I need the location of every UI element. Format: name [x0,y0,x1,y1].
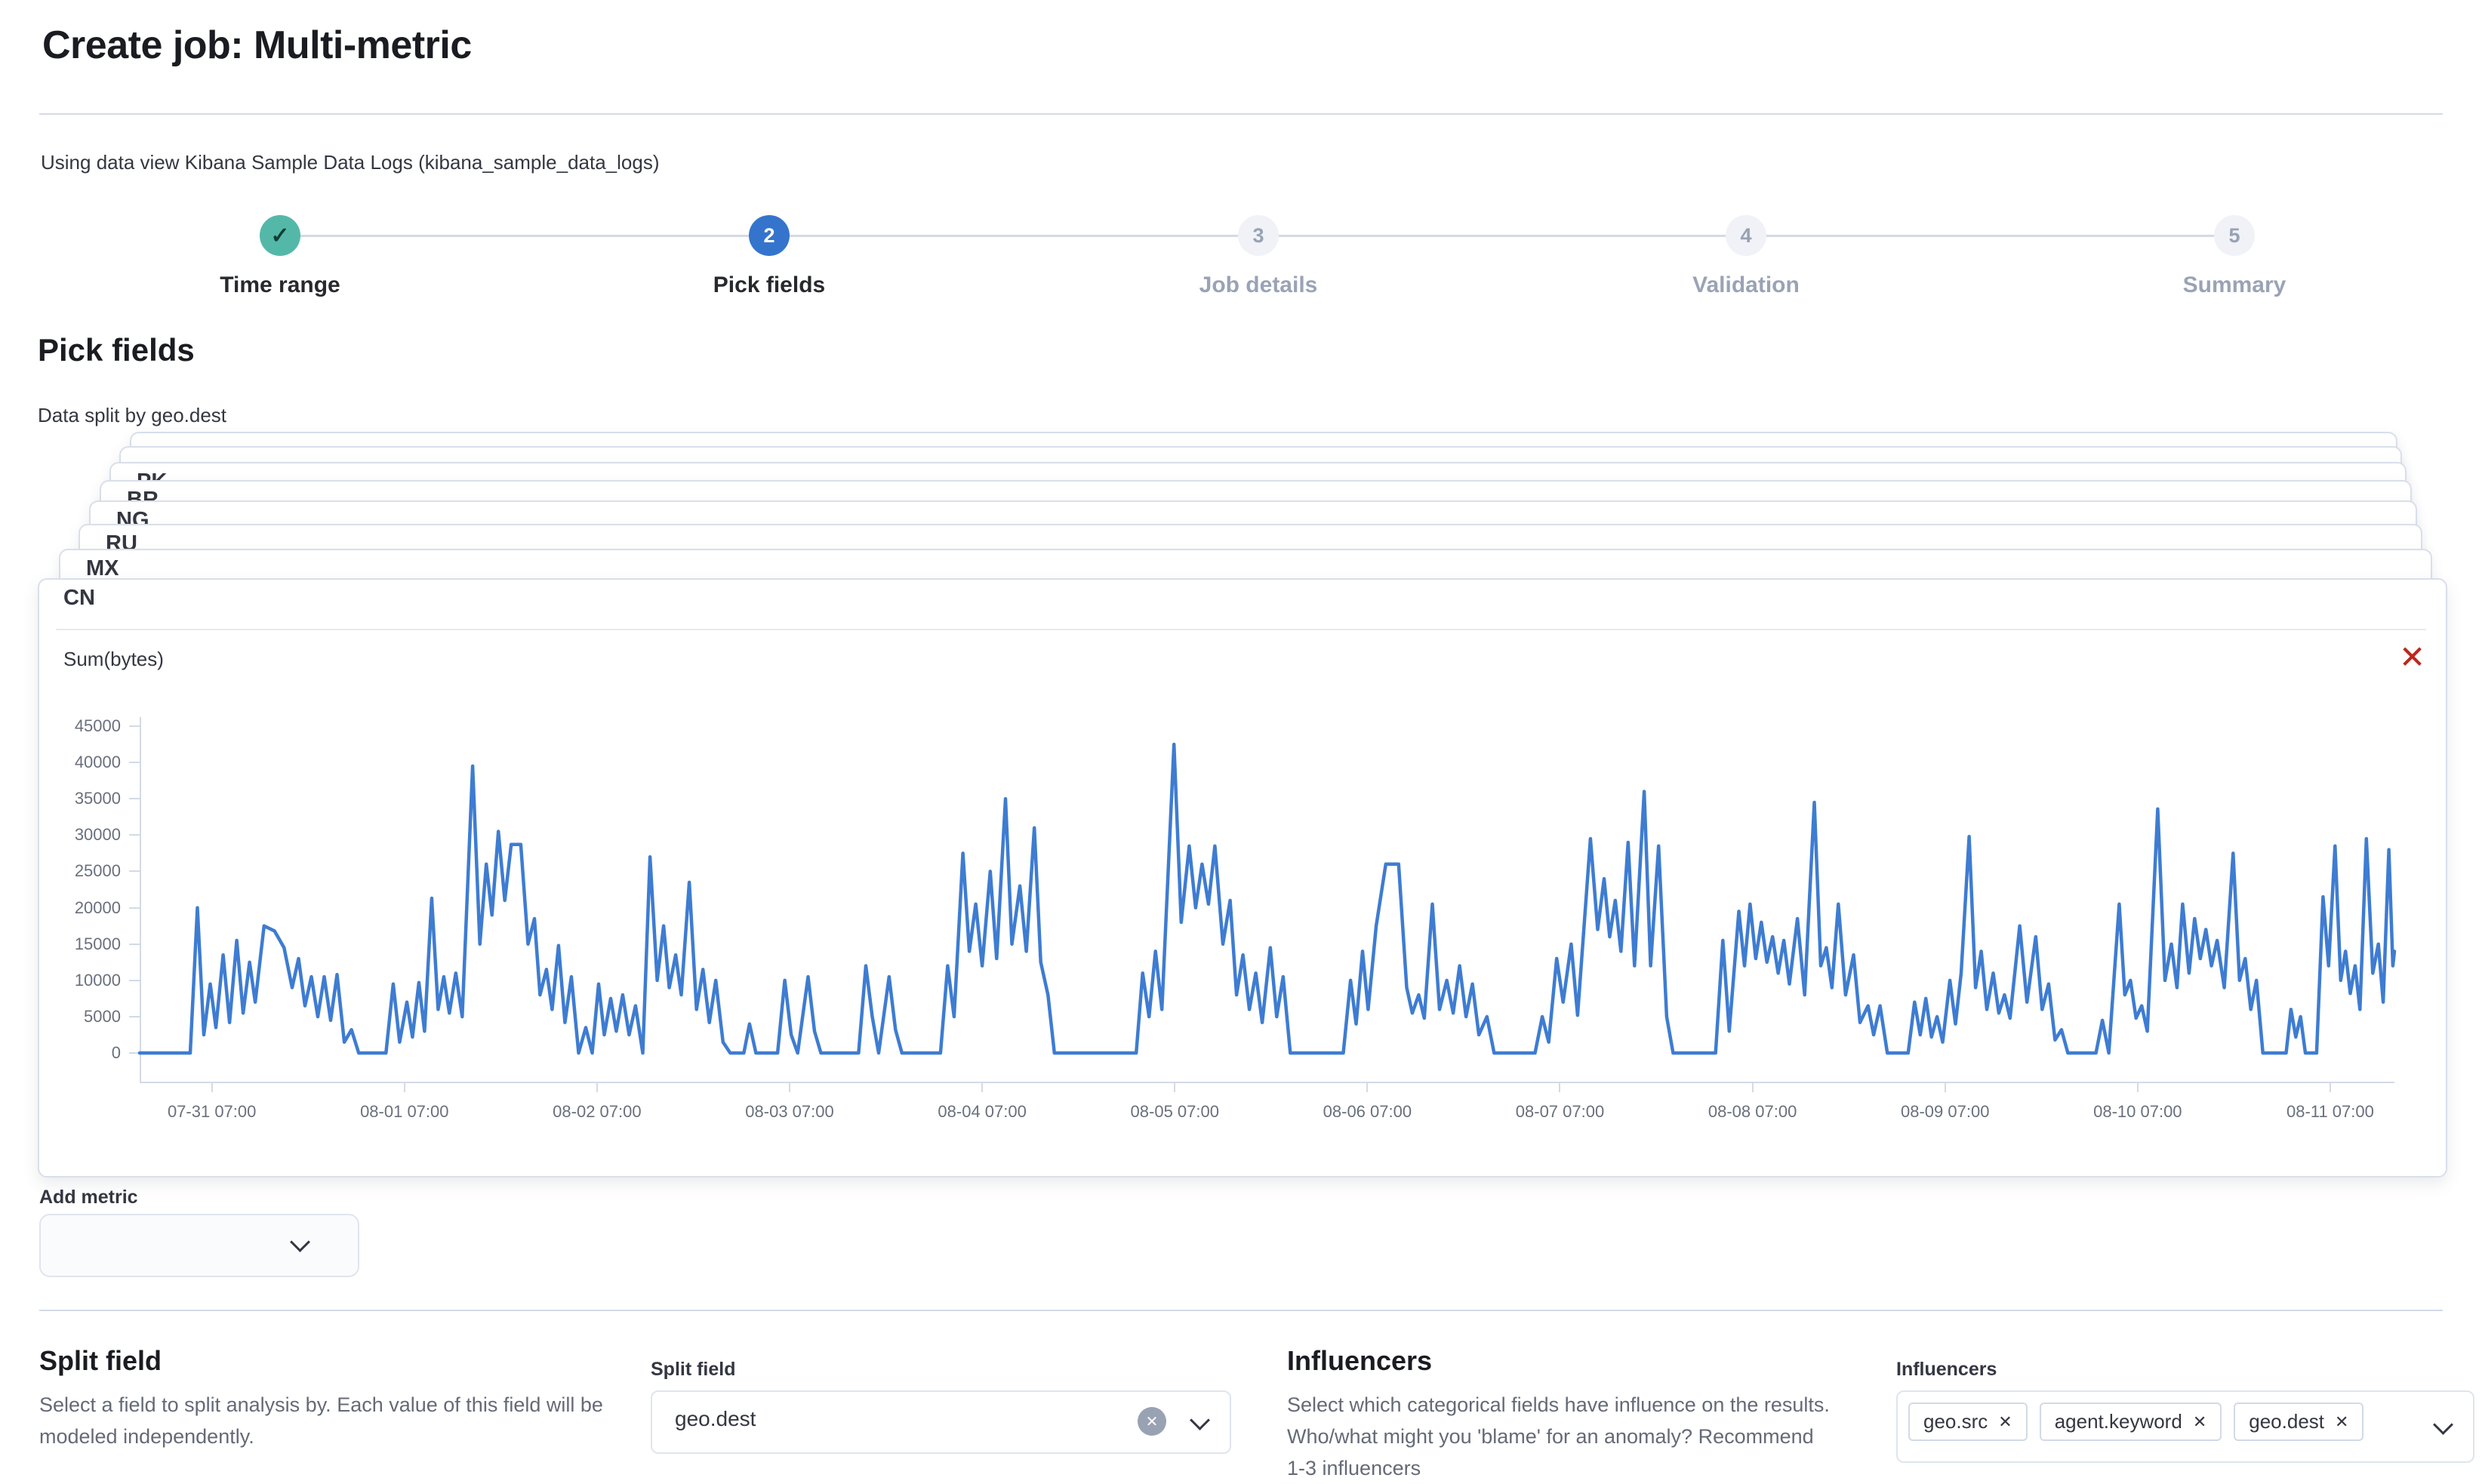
step-time-range[interactable]: ✓ Time range [182,215,378,298]
step-marker-2[interactable]: 2 [749,215,790,256]
y-tick-mark [129,1052,140,1054]
chevron-down-icon [1190,1410,1210,1430]
split-field-heading: Split field [39,1345,162,1376]
step-label: Job details [1199,272,1318,297]
step-label: Time range [220,272,340,297]
x-tick-mark [1751,1082,1754,1092]
influencer-pill-geo-dest[interactable]: geo.dest ✕ [2234,1402,2364,1441]
y-tick-label: 10000 [74,970,121,990]
influencer-pill-geo-src[interactable]: geo.src ✕ [1908,1402,2028,1441]
step-label: Pick fields [713,272,826,297]
influencer-pills: geo.src ✕ agent.keyword ✕ geo.dest ✕ [1908,1402,2364,1441]
section-heading: Pick fields [38,332,195,368]
x-tick-label: 08-07 07:00 [1515,1102,1605,1121]
y-tick-label: 45000 [74,716,121,735]
x-tick-mark [981,1082,984,1092]
x-tick-mark [789,1082,791,1092]
y-tick-label: 35000 [74,789,121,808]
y-axis-line [140,717,141,1083]
y-tick-label: 25000 [74,861,121,881]
y-tick-mark [129,798,140,800]
x-tick-mark [1366,1082,1369,1092]
x-tick-mark [2136,1082,2139,1092]
metric-line-chart [137,742,2397,1055]
y-tick-label: 15000 [74,934,121,953]
x-tick-mark [2329,1082,2331,1092]
split-field-value: geo.dest [675,1407,756,1430]
y-tick-mark [129,725,140,727]
x-tick-mark [1559,1082,1561,1092]
x-tick-label: 08-01 07:00 [360,1102,449,1121]
influencer-pill-agent-keyword[interactable]: agent.keyword ✕ [2039,1402,2222,1441]
x-tick-label: 08-11 07:00 [2286,1102,2374,1121]
card-header-divider [56,629,2426,630]
y-tick-mark [129,834,140,836]
section-divider [39,1310,2443,1311]
add-metric-select[interactable] [39,1214,359,1277]
step-validation[interactable]: 4 Validation [1648,215,1844,298]
header-divider [39,113,2443,115]
data-view-text: Using data view Kibana Sample Data Logs … [41,151,660,174]
split-field-description: Select a field to split analysis by. Eac… [39,1393,603,1448]
step-marker-5[interactable]: 5 [2214,215,2255,256]
remove-influencer-icon[interactable]: ✕ [2192,1412,2207,1431]
step-label: Summary [2182,272,2286,297]
metric-card-front [38,578,2447,1178]
split-field-form-label: Split field [651,1359,736,1380]
influencers-form-label: Influencers [1896,1359,1997,1380]
y-tick-mark [129,1015,140,1018]
clear-selection-icon[interactable]: ✕ [1138,1407,1166,1436]
split-card-label: MX [86,556,119,580]
step-label: Validation [1692,272,1800,297]
x-tick-label: 08-09 07:00 [1901,1102,1990,1121]
remove-metric-icon[interactable]: ✕ [2399,639,2426,675]
step-marker-3[interactable]: 3 [1238,215,1279,256]
influencer-pill-label: geo.src [1923,1410,1988,1433]
step-pick-fields[interactable]: 2 Pick fields [671,215,867,298]
x-tick-label: 07-31 07:00 [167,1102,257,1121]
split-field-combobox[interactable]: geo.dest ✕ [651,1390,1231,1454]
x-tick-label: 08-03 07:00 [745,1102,834,1121]
x-tick-mark [596,1082,598,1092]
influencers-description: Select which categorical fields have inf… [1287,1393,1830,1479]
x-tick-mark [211,1082,213,1092]
step-summary[interactable]: 5 Summary [2136,215,2333,298]
y-tick-mark [129,979,140,981]
x-tick-mark [1174,1082,1176,1092]
page-title: Create job: Multi-metric [42,23,472,67]
y-tick-mark [129,870,140,873]
x-axis-line [140,1082,2394,1083]
x-tick-label: 08-04 07:00 [938,1102,1027,1121]
y-tick-label: 0 [111,1043,121,1062]
y-tick-mark [129,762,140,764]
remove-influencer-icon[interactable]: ✕ [1998,1412,2012,1431]
data-split-note: Data split by geo.dest [38,404,227,426]
split-card-label: CN [63,586,95,610]
x-tick-mark [403,1082,405,1092]
y-tick-mark [129,907,140,909]
metric-title: Sum(bytes) [63,648,164,670]
y-tick-label: 5000 [84,1006,121,1026]
x-tick-mark [1944,1082,1946,1092]
influencer-pill-label: agent.keyword [2054,1410,2182,1433]
x-tick-label: 08-02 07:00 [553,1102,642,1121]
step-marker-1[interactable]: ✓ [260,215,300,256]
x-tick-label: 08-08 07:00 [1708,1102,1797,1121]
remove-influencer-icon[interactable]: ✕ [2335,1412,2349,1431]
y-tick-label: 40000 [74,753,121,772]
influencer-pill-label: geo.dest [2249,1410,2324,1433]
sum-bytes-line-series [137,742,2397,1055]
y-tick-mark [129,943,140,945]
y-tick-label: 30000 [74,825,121,845]
x-tick-label: 08-10 07:00 [2093,1102,2182,1121]
step-job-details[interactable]: 3 Job details [1160,215,1356,298]
influencers-heading: Influencers [1287,1345,1433,1376]
x-tick-label: 08-05 07:00 [1130,1102,1219,1121]
add-metric-label: Add metric [39,1187,138,1208]
y-tick-label: 20000 [74,897,121,917]
step-marker-4[interactable]: 4 [1726,215,1766,256]
chevron-down-icon [2433,1415,2453,1435]
x-tick-label: 08-06 07:00 [1323,1102,1412,1121]
